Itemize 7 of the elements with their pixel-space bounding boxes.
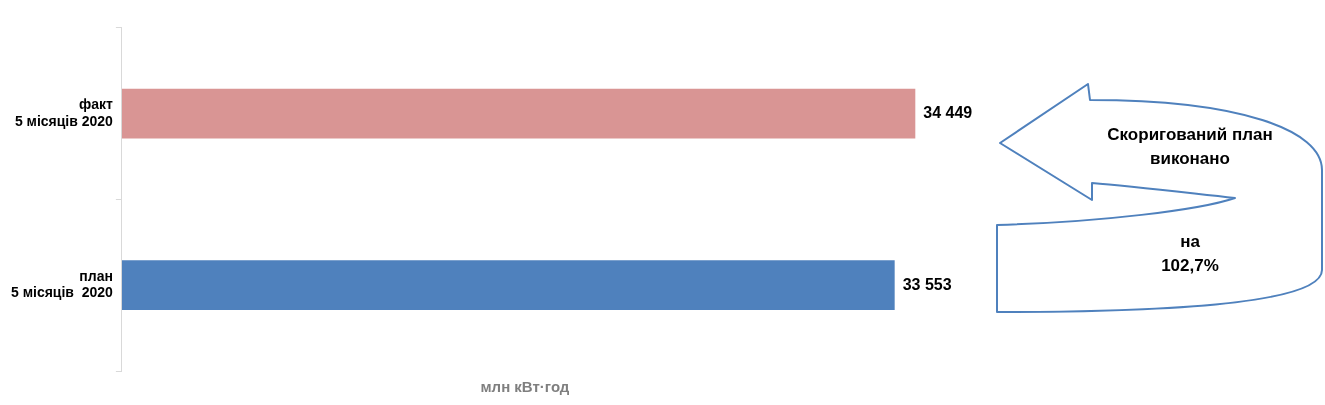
data-label: 33 553 (902, 275, 952, 293)
text: Скоригований план виконано (1106, 124, 1274, 170)
data-label: 34 449 (923, 104, 973, 122)
y-tick-label: план 5 місяців 2020 (11, 267, 114, 301)
text: на 102,7% (1160, 231, 1220, 277)
y-tick-label: факт 5 місяців 2020 (14, 96, 114, 129)
x-axis-title: млн кВт·год (480, 378, 570, 396)
